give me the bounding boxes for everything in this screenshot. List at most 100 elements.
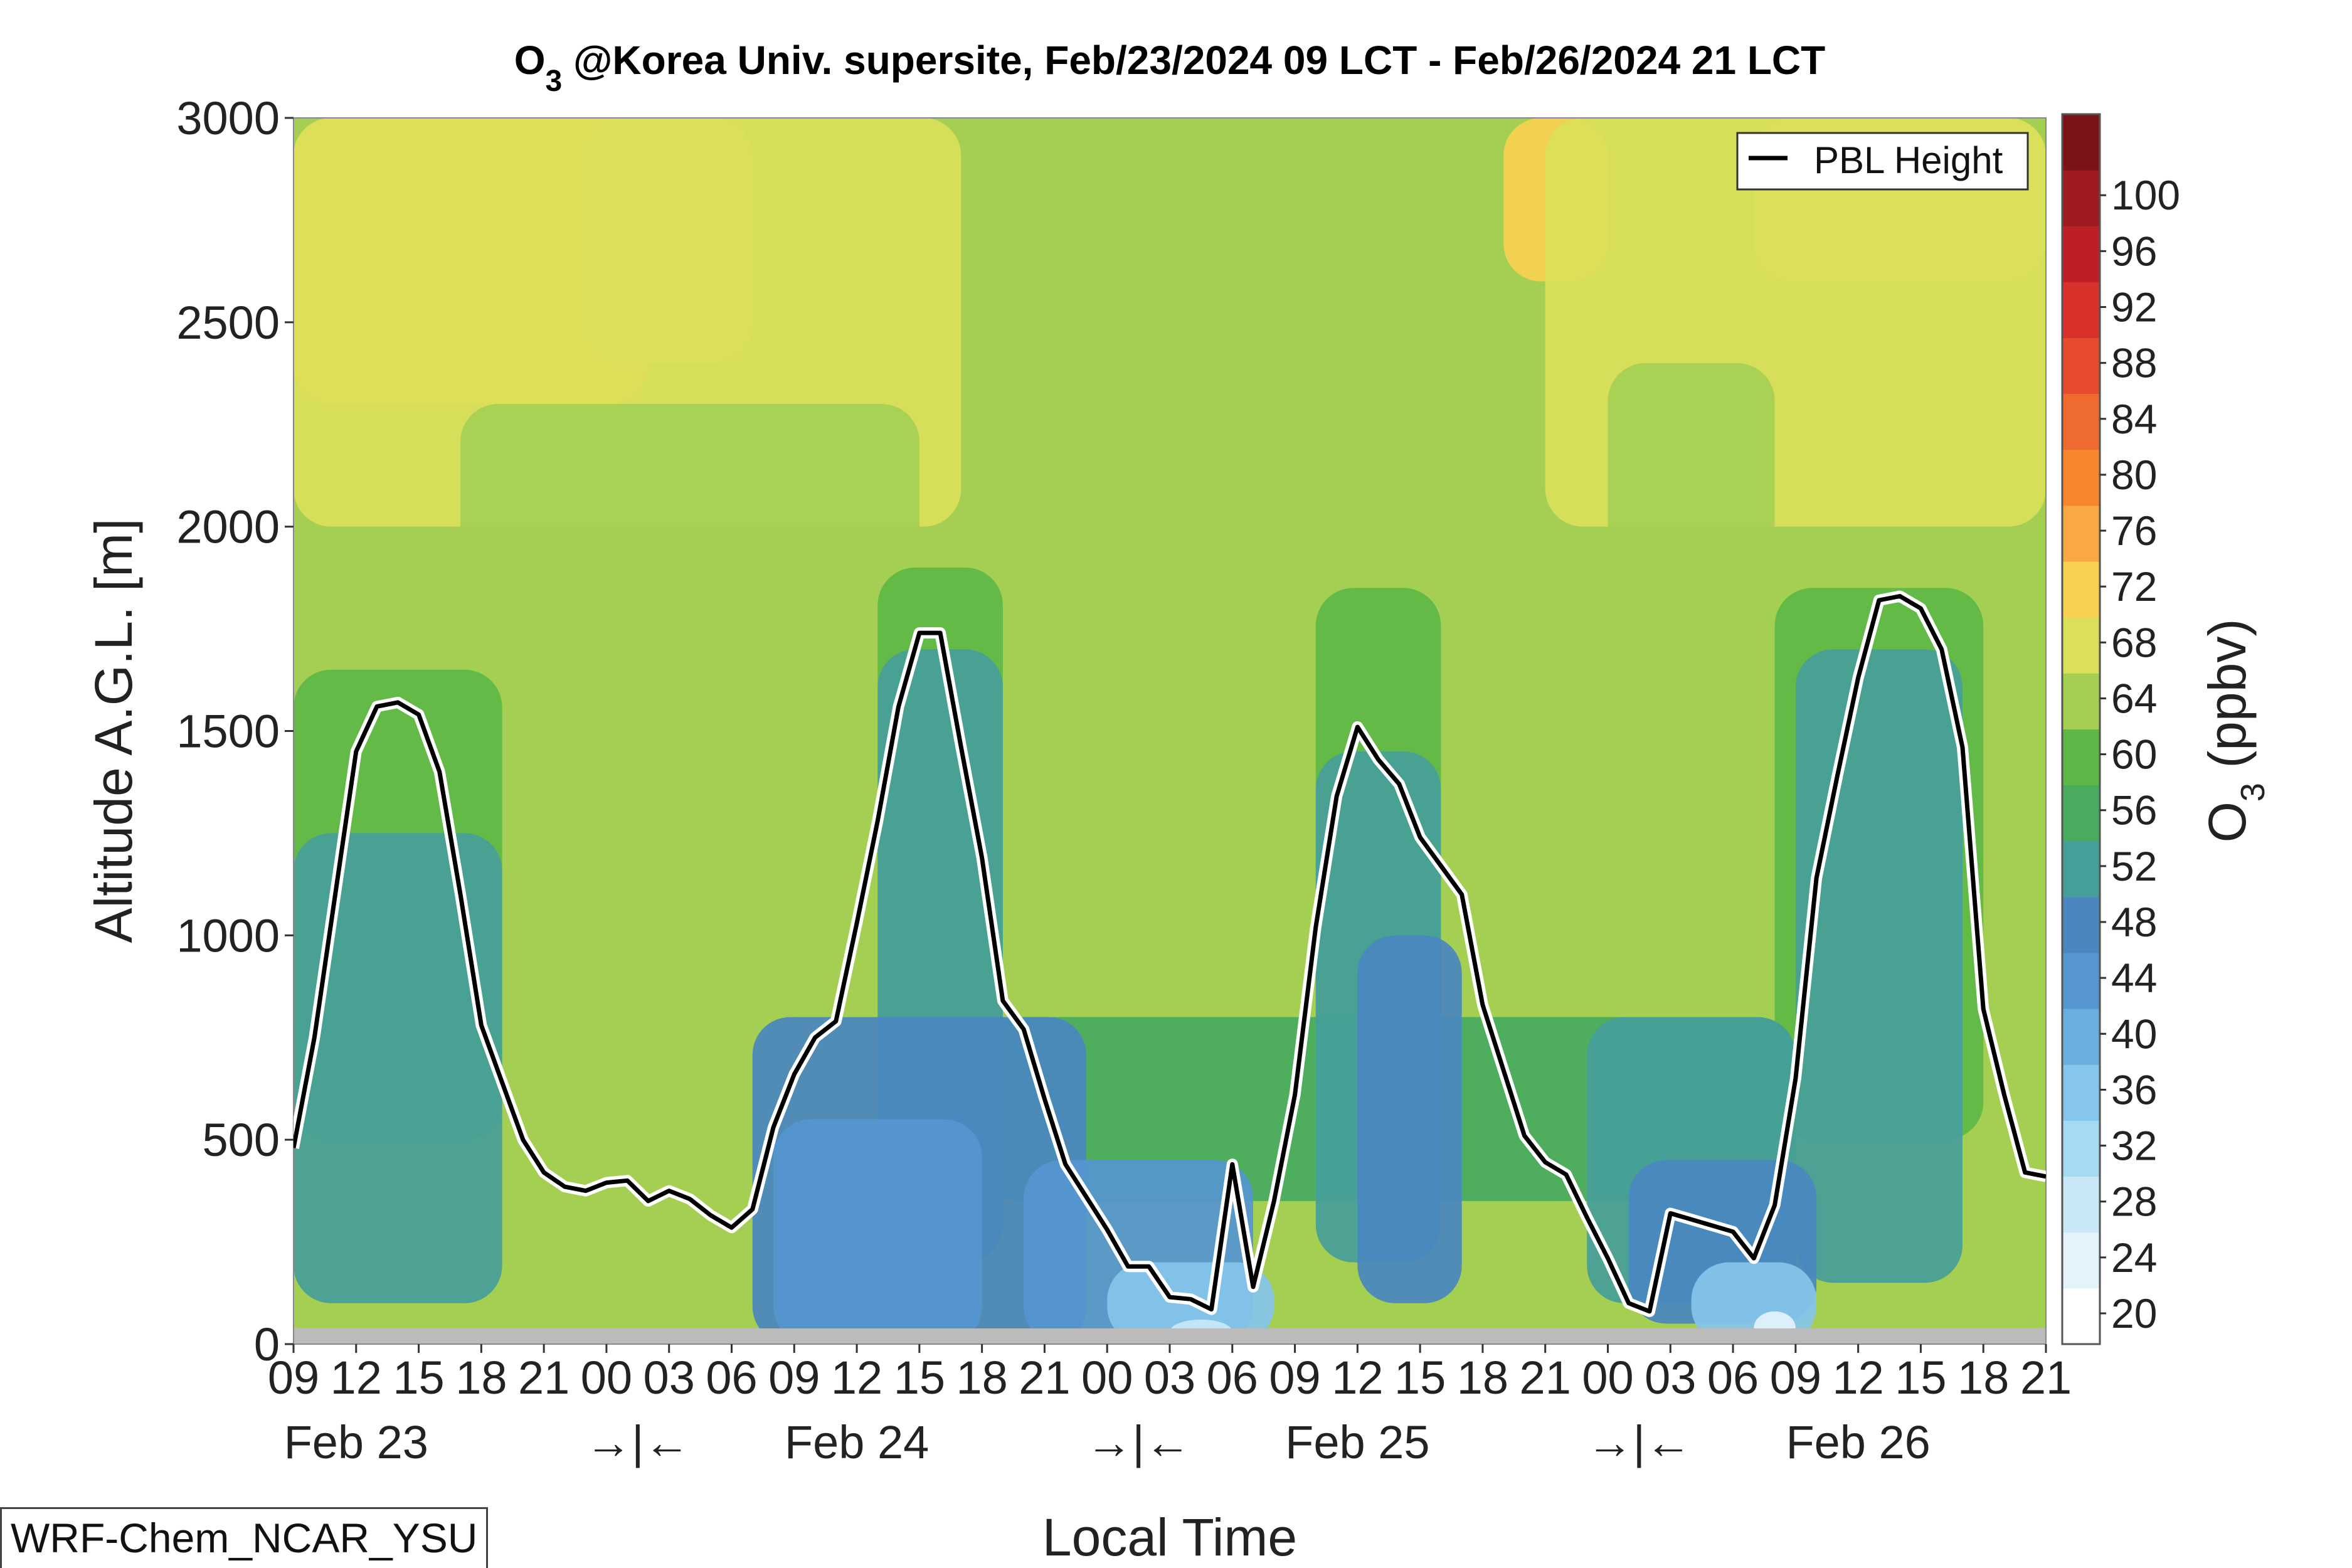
x-tick-label: 15 [393,1352,444,1404]
colorbar-tick-label: 28 [2111,1179,2157,1225]
colorbar-band [2062,617,2100,674]
colorbar-band [2062,226,2100,282]
x-tick-label: 03 [1144,1352,1195,1404]
date-label: Feb 23 [284,1416,428,1468]
colorbar-band [2062,673,2100,729]
colorbar-band [2062,561,2100,618]
y-tick-label: 1000 [176,909,280,961]
legend-box [1736,132,2029,191]
y-tick-label: 2000 [176,501,280,553]
x-tick-label: 03 [644,1352,695,1404]
contour-region [1608,363,1775,772]
x-tick-label: 09 [768,1352,820,1404]
colorbar-band [2062,785,2100,842]
x-tick-label: 18 [1957,1352,2009,1404]
x-tick-label: 15 [894,1352,945,1404]
colorbar-tick-label: 36 [2111,1066,2157,1113]
legend: PBL Height [1736,132,2029,191]
y-tick-label: 3000 [176,92,280,144]
x-tick-label: 06 [1707,1352,1759,1404]
y-tick-label: 1500 [176,706,280,758]
colorbar-tick-label: 72 [2111,563,2157,610]
x-axis: 09 12 15 18 21 00 03 06 09 12 15 18 21 00 03 06 09 12 15 18… [268,1344,2072,1404]
date-label: →|← [585,1416,690,1468]
date-label: Feb 26 [1786,1416,1930,1468]
x-tick-label: 21 [518,1352,569,1404]
x-tick-label: 12 [831,1352,882,1404]
colorbar-tick-label: 64 [2111,675,2157,721]
colorbar-tick-label: 92 [2111,284,2157,331]
colorbar-tick-label: 84 [2111,396,2157,442]
legend-label: PBL Height [1814,139,2003,181]
x-tick-label: 06 [1207,1352,1258,1404]
x-tick-label: 00 [1582,1352,1633,1404]
model-label: WRF-Chem_NCAR_YSU [0,1507,489,1568]
x-tick-label: 15 [1895,1352,1946,1404]
colorbar-tick-label: 40 [2111,1010,2157,1057]
pbl-height-line [294,590,2046,1317]
contour-region [294,833,502,1303]
colorbar-tick-label: 56 [2111,787,2157,834]
y-axis: 0 500 1000 1500 2000 2500 3000 [176,92,294,1370]
colorbar-tick-label: 96 [2111,228,2157,274]
colorbar-band [2062,1176,2100,1233]
colorbar-band [2062,114,2100,171]
x-tick-label: 12 [331,1352,382,1404]
x-tick-label: 03 [1645,1352,1696,1404]
colorbar-band [2062,337,2100,395]
colorbar-tick-label: 100 [2111,172,2180,218]
colorbar-band [2062,449,2100,506]
colorbar-band [2062,1232,2100,1289]
x-tick-label: 09 [268,1352,319,1404]
colorbar-band [2062,393,2100,450]
colorbar-tick-label: 32 [2111,1123,2157,1169]
ozone-contour-field [294,118,2046,1344]
colorbar-tick-label: 60 [2111,731,2157,778]
colorbar-band [2062,1064,2100,1121]
colorbar-band [2062,896,2100,953]
contour-region [460,404,919,650]
colorbar: 20 24 28 32 36 40 44 48 52 56 60 64 68 72 76 80 84 88 92 96… [2061,113,2180,1345]
date-label: Feb 25 [1285,1416,1429,1468]
x-tick-label: 21 [2020,1352,2072,1404]
x-tick-label: 06 [706,1352,757,1404]
date-labels: Feb 23 →|← Feb 24 →|← Feb 25 →|← Feb 26 [284,1416,1931,1468]
x-tick-label: 21 [1520,1352,1571,1404]
colorbar-tick-label: 48 [2111,899,2157,945]
y-tick-label: 2500 [176,297,280,349]
terrain-strip [294,1328,2046,1344]
x-tick-label: 09 [1269,1352,1320,1404]
colorbar-tick-label: 44 [2111,955,2157,1001]
contour-region [773,1119,982,1344]
date-label: →|← [1086,1416,1190,1468]
colorbar-label: O3 (ppbv) [2198,619,2272,843]
chart-title: O3 @Korea Univ. supersite, Feb/23/2024 0… [514,38,1825,98]
x-tick-label: 18 [956,1352,1007,1404]
x-tick-label: 12 [1332,1352,1383,1404]
x-tick-label: 00 [1081,1352,1133,1404]
x-tick-label: 21 [1019,1352,1070,1404]
colorbar-frame [2061,113,2101,1345]
pbl-height-line-core [294,594,2046,1314]
colorbar-band [2062,505,2100,562]
colorbar-band [2062,1120,2100,1177]
colorbar-band [2062,170,2100,226]
y-axis-label: Altitude A.G.L. [m] [84,519,143,943]
date-label: →|← [1587,1416,1692,1468]
colorbar-band [2062,729,2100,786]
colorbar-band [2062,282,2100,339]
colorbar-band [2062,1288,2100,1345]
x-tick-label: 09 [1770,1352,1821,1404]
colorbar-tick-label: 68 [2111,619,2157,665]
colorbar-band [2062,953,2100,1009]
y-tick-label: 500 [203,1114,280,1166]
colorbar-tick-label: 24 [2111,1234,2157,1281]
colorbar-tick-label: 52 [2111,843,2157,889]
x-tick-label: 15 [1394,1352,1446,1404]
colorbar-tick-label: 20 [2111,1290,2157,1337]
date-label: Feb 24 [785,1416,929,1468]
x-tick-label: 12 [1832,1352,1883,1404]
x-tick-label: 18 [455,1352,507,1404]
colorbar-band [2062,840,2100,898]
